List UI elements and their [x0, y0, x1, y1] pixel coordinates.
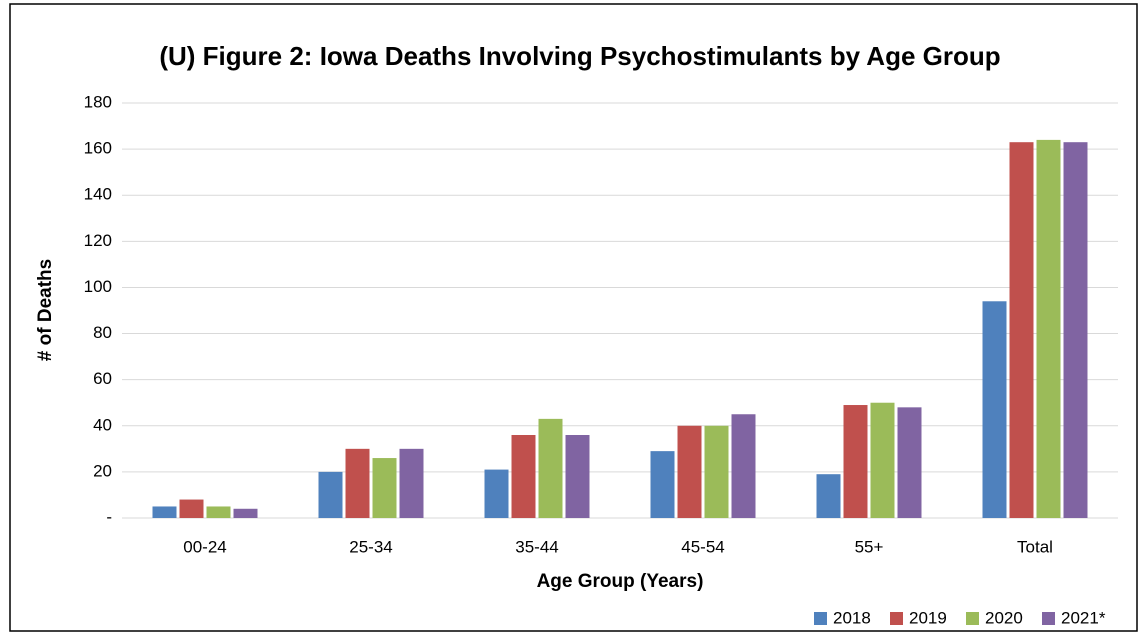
bar: [399, 448, 424, 518]
y-tick-label: 40: [93, 415, 112, 434]
y-tick-label: -: [106, 507, 112, 526]
bar: [511, 435, 536, 518]
bar: [345, 448, 370, 518]
legend-label: 2021*: [1061, 608, 1106, 627]
bar: [650, 451, 675, 518]
y-tick-label: 120: [84, 231, 112, 250]
bar: [538, 418, 563, 518]
bar: [982, 301, 1007, 518]
legend-label: 2020: [985, 608, 1023, 627]
bar: [179, 499, 204, 518]
y-tick-label: 80: [93, 323, 112, 342]
bar: [484, 469, 509, 518]
bar: [731, 414, 756, 518]
y-tick-label: 180: [84, 92, 112, 111]
x-tick-label: 55+: [855, 537, 884, 556]
bar: [318, 471, 343, 518]
bar: [897, 407, 922, 518]
bar: [1009, 142, 1034, 518]
legend-swatch: [1042, 612, 1055, 625]
bar: [206, 506, 231, 518]
legend-label: 2019: [909, 608, 947, 627]
x-tick-label: 00-24: [183, 537, 226, 556]
y-axis-label: # of Deaths: [35, 259, 56, 361]
legend-swatch: [814, 612, 827, 625]
chart-title: (U) Figure 2: Iowa Deaths Involving Psyc…: [159, 41, 1000, 71]
x-tick-label: 45-54: [681, 537, 724, 556]
x-axis-label: Age Group (Years): [537, 571, 704, 592]
bar: [152, 506, 177, 518]
y-tick-label: 60: [93, 369, 112, 388]
x-tick-label: Total: [1017, 537, 1053, 556]
legend-swatch: [890, 612, 903, 625]
bar: [870, 402, 895, 518]
bar: [704, 425, 729, 518]
bar: [816, 474, 841, 518]
x-tick-label: 25-34: [349, 537, 392, 556]
y-tick-label: 140: [84, 185, 112, 204]
chart-frame: [9, 3, 1138, 632]
y-tick-label: 160: [84, 139, 112, 158]
legend-swatch: [966, 612, 979, 625]
legend-label: 2018: [833, 608, 871, 627]
x-tick-label: 35-44: [515, 537, 558, 556]
bar: [677, 425, 702, 518]
y-tick-label: 100: [84, 277, 112, 296]
bar: [1063, 142, 1088, 518]
bar: [372, 458, 397, 518]
bar: [565, 435, 590, 518]
y-tick-label: 20: [93, 461, 112, 480]
bar: [233, 508, 258, 518]
bar: [1036, 139, 1061, 518]
bar: [843, 405, 868, 518]
